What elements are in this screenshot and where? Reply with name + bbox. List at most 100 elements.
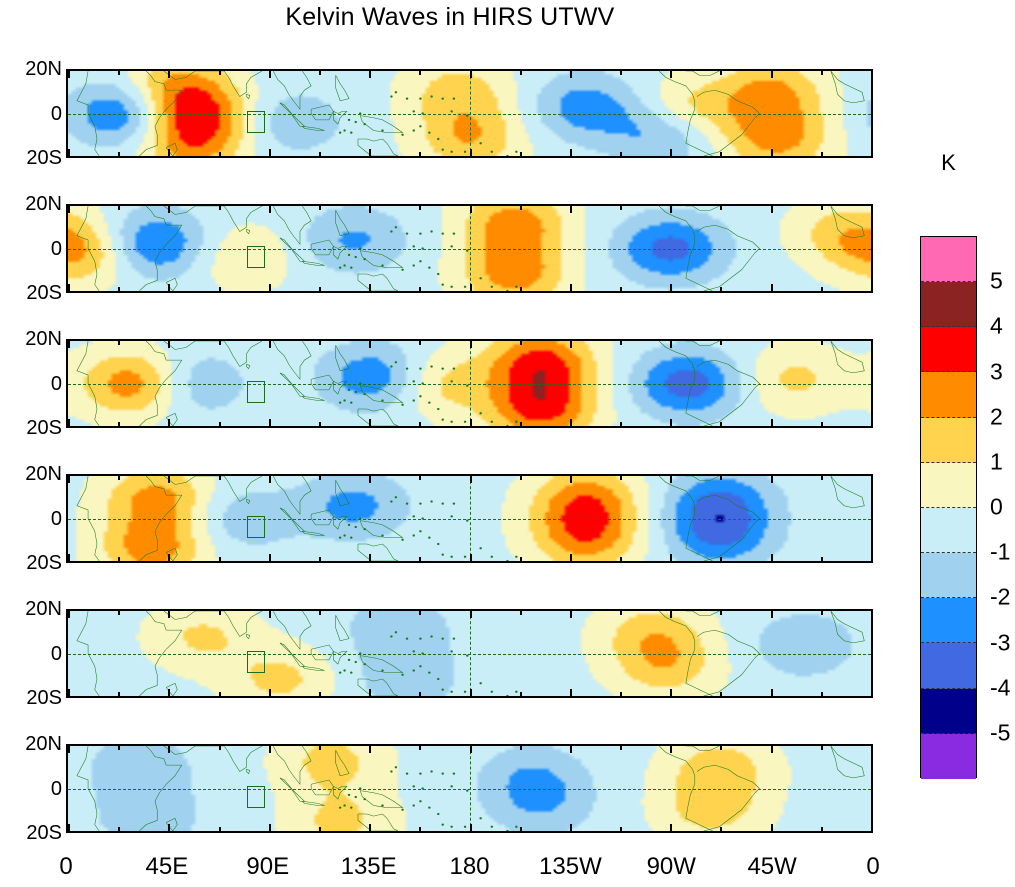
axis-tick bbox=[268, 419, 271, 426]
axis-tick bbox=[419, 287, 422, 291]
axis-tick bbox=[770, 476, 773, 483]
axis-tick bbox=[318, 206, 321, 210]
axis-tick bbox=[419, 827, 422, 831]
axis-tick bbox=[871, 824, 873, 831]
axis-tick bbox=[569, 476, 572, 483]
axis-tick bbox=[820, 827, 823, 831]
map-panel[interactable] bbox=[66, 474, 873, 563]
axis-tick bbox=[519, 476, 522, 480]
map-panel[interactable] bbox=[66, 744, 873, 833]
axis-tick bbox=[168, 71, 171, 78]
x-axis-tick-label: 0 bbox=[59, 853, 73, 880]
y-axis-tick-label: 20S bbox=[26, 552, 62, 574]
axis-tick bbox=[369, 284, 372, 291]
axis-tick bbox=[168, 611, 171, 618]
axis-tick bbox=[820, 152, 823, 156]
map-panel[interactable] bbox=[66, 204, 873, 293]
axis-tick bbox=[168, 419, 171, 426]
axis-tick bbox=[820, 476, 823, 480]
axis-tick bbox=[218, 71, 221, 75]
axis-tick bbox=[318, 611, 321, 615]
axis-tick bbox=[620, 71, 623, 75]
axis-tick bbox=[218, 206, 221, 210]
axis-tick bbox=[720, 206, 723, 210]
axis-tick bbox=[569, 206, 572, 213]
axis-tick bbox=[218, 557, 221, 561]
map-panel[interactable] bbox=[66, 69, 873, 158]
axis-tick bbox=[720, 611, 723, 615]
axis-tick bbox=[369, 554, 372, 561]
y-axis-tick-label: 20N bbox=[25, 193, 62, 215]
axis-tick bbox=[820, 341, 823, 345]
axis-tick bbox=[519, 287, 522, 291]
x-axis-tick-label: 90E bbox=[246, 853, 290, 880]
axis-tick bbox=[68, 341, 70, 348]
axis-tick bbox=[720, 422, 723, 426]
axis-tick bbox=[569, 554, 572, 561]
axis-tick bbox=[68, 746, 70, 753]
axis-tick bbox=[318, 341, 321, 345]
axis-tick bbox=[820, 206, 823, 210]
axis-tick bbox=[770, 341, 773, 348]
map-panel[interactable] bbox=[66, 609, 873, 698]
axis-tick bbox=[720, 692, 723, 696]
axis-tick bbox=[118, 422, 121, 426]
axis-tick bbox=[218, 341, 221, 345]
y-axis-tick-label: 0 bbox=[50, 642, 62, 665]
axis-tick bbox=[770, 71, 773, 78]
axis-tick bbox=[469, 206, 472, 213]
x-axis-labels: 0 45E 90E 135E 180 135W 90W 45W 0 bbox=[0, 852, 1015, 884]
axis-tick bbox=[369, 689, 372, 696]
axis-tick bbox=[469, 746, 472, 753]
axis-tick bbox=[419, 341, 422, 345]
y-axis-tick-label: 20N bbox=[25, 733, 62, 755]
y-axis-tick-label: 20N bbox=[25, 58, 62, 80]
coastline-overlay bbox=[68, 341, 871, 426]
colorbar-unit-label: K bbox=[941, 150, 956, 175]
colorbar-tick-label: -4 bbox=[990, 674, 1011, 701]
map-panel[interactable] bbox=[66, 339, 873, 428]
axis-tick bbox=[670, 149, 673, 156]
axis-tick bbox=[469, 476, 472, 483]
axis-tick bbox=[469, 71, 472, 78]
axis-tick bbox=[469, 689, 472, 696]
axis-tick bbox=[720, 476, 723, 480]
axis-tick bbox=[770, 746, 773, 753]
colorbar-tick-label: -5 bbox=[990, 719, 1011, 746]
axis-tick bbox=[419, 422, 422, 426]
axis-tick bbox=[168, 689, 171, 696]
axis-tick bbox=[369, 341, 372, 348]
axis-tick bbox=[68, 554, 70, 561]
y-axis-tick-label: 20N bbox=[25, 463, 62, 485]
axis-tick bbox=[519, 611, 522, 615]
colorbar-tick-label: 0 bbox=[990, 493, 1003, 520]
axis-tick bbox=[620, 152, 623, 156]
axis-tick bbox=[670, 746, 673, 753]
x-axis-tick-label: 135W bbox=[539, 853, 602, 880]
axis-tick bbox=[670, 284, 673, 291]
colorbar-band bbox=[921, 553, 976, 599]
y-axis-tick-label: 20S bbox=[26, 417, 62, 439]
axis-tick bbox=[620, 611, 623, 615]
axis-tick bbox=[820, 287, 823, 291]
axis-tick bbox=[519, 341, 522, 345]
axis-tick bbox=[871, 284, 873, 291]
axis-tick bbox=[419, 476, 422, 480]
axis-tick bbox=[318, 557, 321, 561]
axis-tick bbox=[670, 419, 673, 426]
axis-tick bbox=[871, 611, 873, 618]
colorbar-band bbox=[921, 733, 976, 779]
axis-tick bbox=[519, 206, 522, 210]
figure-title: Kelvin Waves in HIRS UTWV bbox=[285, 3, 615, 31]
axis-tick bbox=[770, 149, 773, 156]
axis-tick bbox=[620, 692, 623, 696]
axis-tick bbox=[218, 611, 221, 615]
axis-tick bbox=[770, 554, 773, 561]
axis-tick bbox=[770, 419, 773, 426]
axis-tick bbox=[118, 71, 121, 75]
axis-tick bbox=[469, 149, 472, 156]
axis-tick bbox=[871, 341, 873, 348]
colorbar-band bbox=[921, 507, 976, 554]
coastline-overlay bbox=[68, 611, 871, 696]
axis-tick bbox=[168, 554, 171, 561]
